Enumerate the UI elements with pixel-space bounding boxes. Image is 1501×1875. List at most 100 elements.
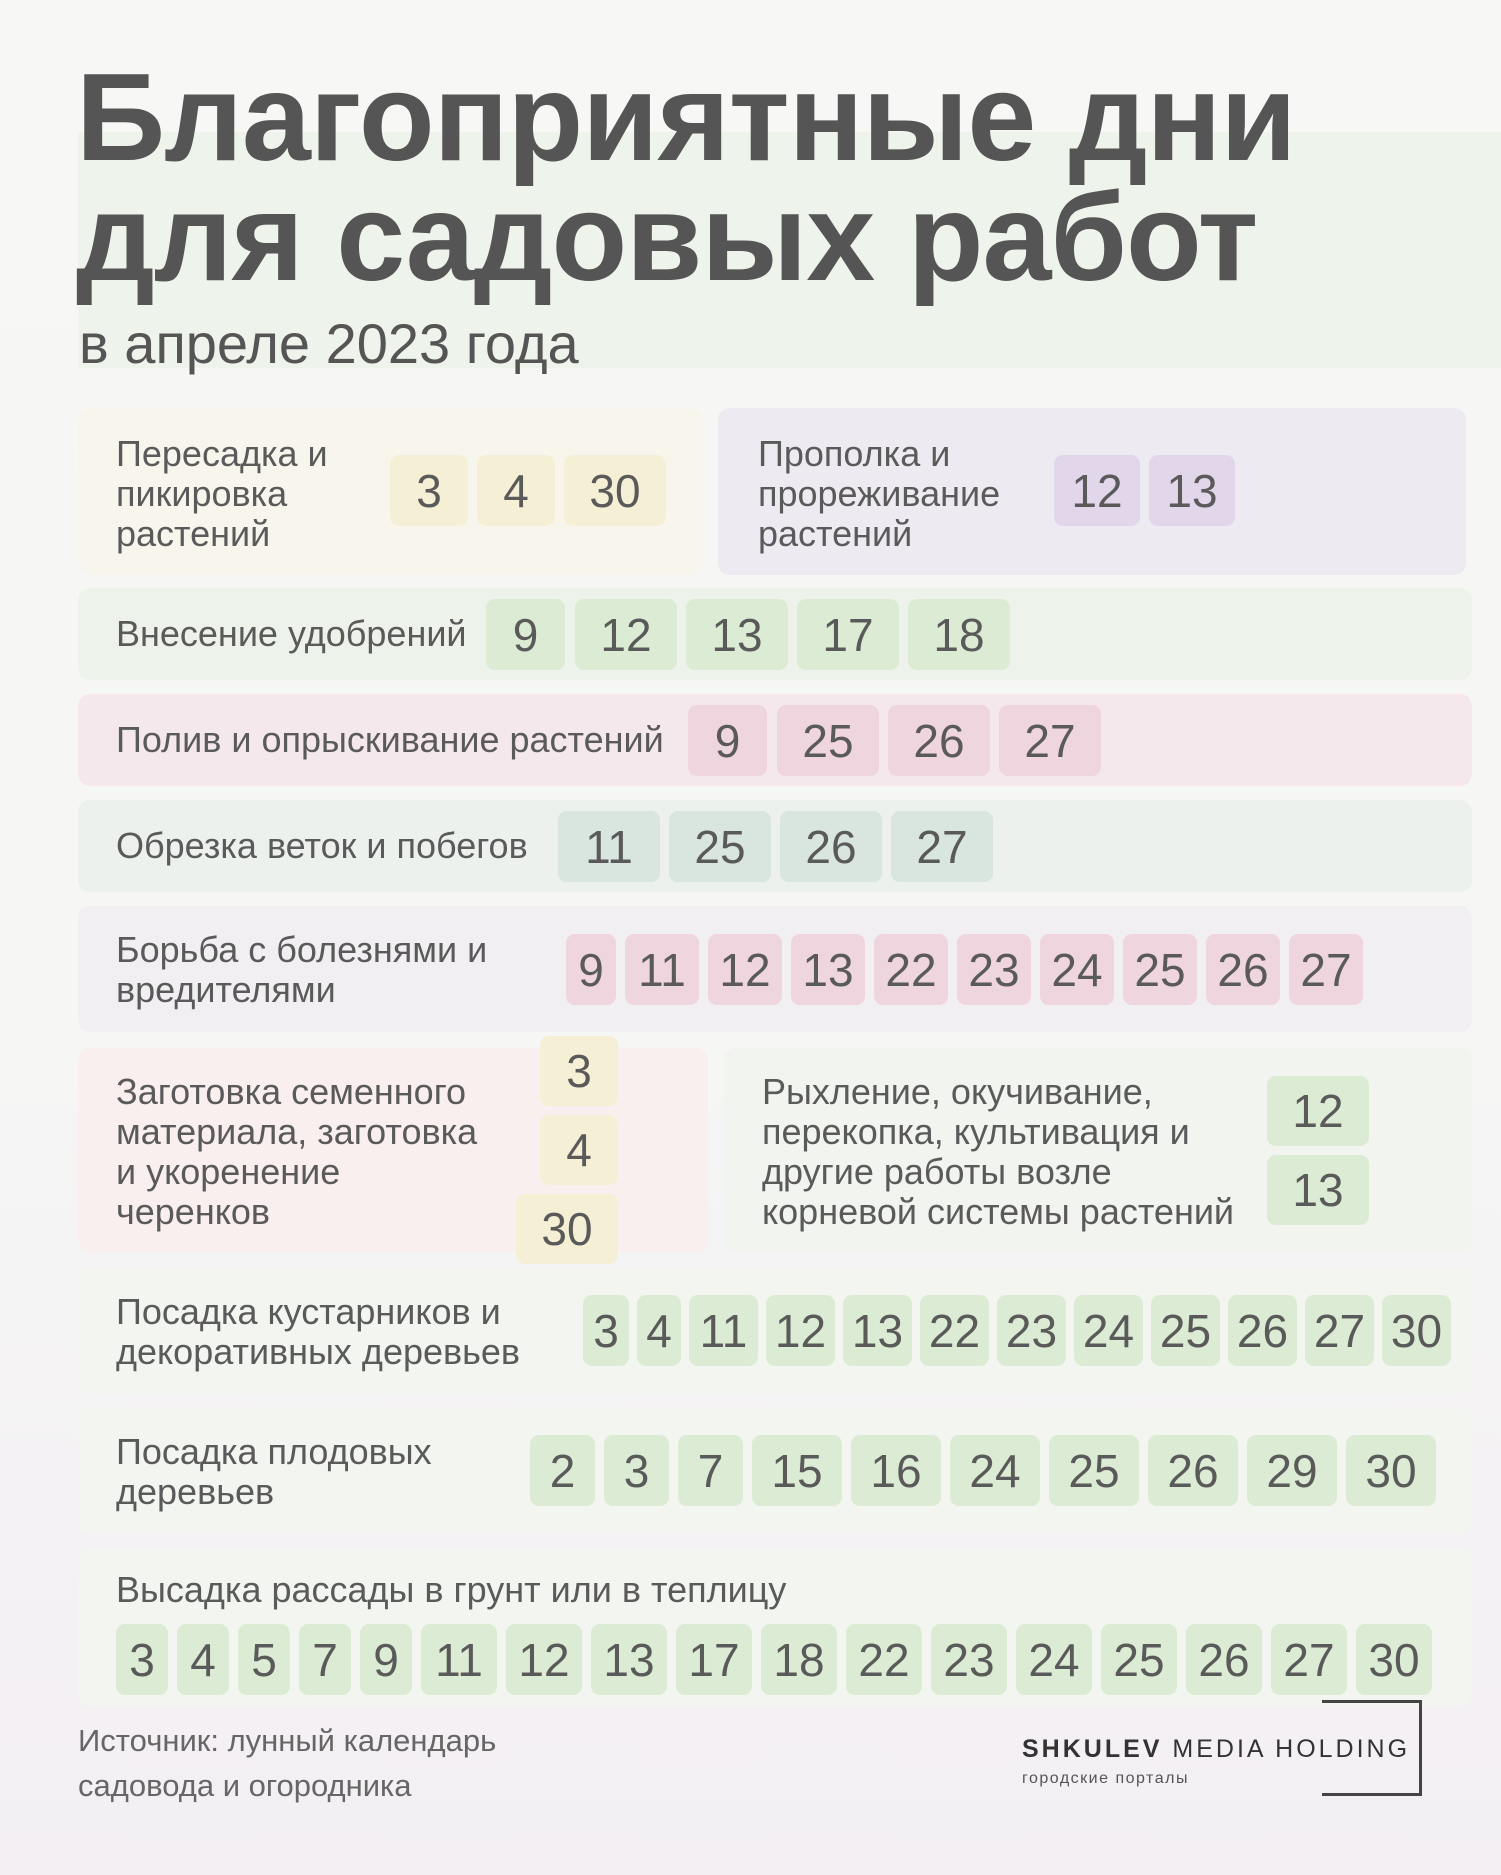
day-chip: 3 bbox=[390, 455, 468, 526]
card-weeding: Прополка и прореживание растений 12 13 bbox=[718, 408, 1466, 575]
card-pest-control: Борьба с болезнями и вредителями 9 11 12… bbox=[78, 906, 1472, 1032]
publisher-logo: SHKULEV MEDIA HOLDING городские порталы bbox=[1022, 1735, 1410, 1788]
card-label: Обрезка веток и побегов bbox=[116, 825, 528, 866]
day-list: 3 4 5 7 9 11 12 13 17 18 22 23 24 25 26 … bbox=[116, 1624, 1432, 1695]
day-chip: 7 bbox=[678, 1435, 743, 1506]
card-label: Прополка и прореживание растений bbox=[758, 433, 1001, 554]
day-chip: 24 bbox=[950, 1435, 1040, 1506]
day-chip: 3 bbox=[540, 1036, 618, 1106]
day-chip: 17 bbox=[797, 599, 899, 670]
day-chip: 23 bbox=[931, 1624, 1007, 1695]
day-chip: 29 bbox=[1247, 1435, 1337, 1506]
day-list: 9 25 26 27 bbox=[688, 705, 1101, 776]
day-chip: 13 bbox=[843, 1295, 912, 1366]
day-chip: 27 bbox=[1289, 934, 1363, 1005]
card-label: Пересадка и пикировка растений bbox=[116, 433, 328, 554]
page-subtitle: в апреле 2023 года bbox=[79, 312, 579, 375]
logo-bold: SHKULEV bbox=[1022, 1735, 1163, 1763]
day-chip: 13 bbox=[591, 1624, 667, 1695]
day-chip: 23 bbox=[957, 934, 1031, 1005]
day-chip: 4 bbox=[177, 1624, 229, 1695]
day-chip: 30 bbox=[564, 455, 666, 526]
card-watering: Полив и опрыскивание растений 9 25 26 27 bbox=[78, 694, 1472, 786]
day-chip: 24 bbox=[1040, 934, 1114, 1005]
day-chip: 25 bbox=[1049, 1435, 1139, 1506]
day-column-seed-material: 3 4 30 bbox=[516, 1036, 618, 1264]
day-chip: 11 bbox=[421, 1624, 497, 1695]
day-list: 9 11 12 13 22 23 24 25 26 27 bbox=[566, 934, 1363, 1005]
day-chip: 13 bbox=[1267, 1155, 1369, 1225]
day-chip: 18 bbox=[761, 1624, 837, 1695]
day-chip: 25 bbox=[669, 811, 771, 882]
day-chip: 30 bbox=[1356, 1624, 1432, 1695]
day-chip: 30 bbox=[1382, 1295, 1451, 1366]
day-chip: 25 bbox=[777, 705, 879, 776]
day-chip: 27 bbox=[1271, 1624, 1347, 1695]
day-chip: 5 bbox=[238, 1624, 290, 1695]
day-chip: 17 bbox=[676, 1624, 752, 1695]
day-chip: 3 bbox=[604, 1435, 669, 1506]
day-chip: 25 bbox=[1123, 934, 1197, 1005]
day-chip: 25 bbox=[1101, 1624, 1177, 1695]
card-label: Внесение удобрений bbox=[116, 613, 467, 654]
day-chip: 26 bbox=[780, 811, 882, 882]
day-list: 3 4 30 bbox=[390, 455, 666, 526]
day-list: 3 4 11 12 13 22 23 24 25 26 27 30 bbox=[583, 1295, 1451, 1366]
card-label: Посадка кустарников и декоративных дерев… bbox=[116, 1291, 521, 1372]
day-chip: 27 bbox=[1305, 1295, 1374, 1366]
card-label: Посадка плодовых деревьев bbox=[116, 1431, 432, 1512]
day-chip: 26 bbox=[1206, 934, 1280, 1005]
day-chip: 11 bbox=[625, 934, 699, 1005]
day-chip: 24 bbox=[1074, 1295, 1143, 1366]
day-chip: 30 bbox=[1346, 1435, 1436, 1506]
day-chip: 7 bbox=[299, 1624, 351, 1695]
day-chip: 27 bbox=[999, 705, 1101, 776]
day-chip: 23 bbox=[997, 1295, 1066, 1366]
day-chip: 2 bbox=[530, 1435, 595, 1506]
card-label: Борьба с болезнями и вредителями bbox=[116, 929, 488, 1010]
card-seedlings: Высадка рассады в грунт или в теплицу 3 … bbox=[78, 1548, 1472, 1706]
day-chip: 13 bbox=[1149, 455, 1235, 526]
day-chip: 30 bbox=[516, 1194, 618, 1264]
card-pruning: Обрезка веток и побегов 11 25 26 27 bbox=[78, 800, 1472, 892]
day-chip: 12 bbox=[766, 1295, 835, 1366]
day-chip: 3 bbox=[116, 1624, 168, 1695]
day-chip: 26 bbox=[888, 705, 990, 776]
day-chip: 13 bbox=[686, 599, 788, 670]
title-line-2: для садовых работ bbox=[76, 169, 1258, 307]
day-list: 12 13 bbox=[1267, 1076, 1369, 1226]
logo-wordmark: SHKULEV MEDIA HOLDING bbox=[1022, 1735, 1410, 1764]
day-chip: 12 bbox=[506, 1624, 582, 1695]
day-list: 9 12 13 17 18 bbox=[486, 599, 1010, 670]
card-fruit-trees: Посадка плодовых деревьев 2 3 7 15 16 24… bbox=[78, 1408, 1472, 1534]
day-chip: 25 bbox=[1151, 1295, 1220, 1366]
card-label: Заготовка семенного материала, заготовка… bbox=[116, 1071, 478, 1232]
card-transplanting: Пересадка и пикировка растений 3 4 30 bbox=[78, 408, 704, 575]
day-list: 11 25 26 27 bbox=[558, 811, 993, 882]
day-chip: 26 bbox=[1186, 1624, 1262, 1695]
card-label: Высадка рассады в грунт или в теплицу bbox=[116, 1569, 787, 1610]
day-list: 12 13 bbox=[1054, 455, 1235, 526]
day-chip: 26 bbox=[1228, 1295, 1297, 1366]
day-chip: 26 bbox=[1148, 1435, 1238, 1506]
title-band bbox=[78, 132, 1501, 368]
day-chip: 27 bbox=[891, 811, 993, 882]
card-label: Рыхление, окучивание, перекопка, культив… bbox=[762, 1071, 1235, 1232]
day-chip: 3 bbox=[583, 1295, 629, 1366]
day-chip: 11 bbox=[689, 1295, 758, 1366]
card-shrubs: Посадка кустарников и декоративных дерев… bbox=[78, 1268, 1472, 1394]
day-chip: 12 bbox=[708, 934, 782, 1005]
day-chip: 9 bbox=[486, 599, 565, 670]
day-chip: 4 bbox=[477, 455, 555, 526]
day-chip: 4 bbox=[540, 1115, 618, 1185]
day-chip: 22 bbox=[846, 1624, 922, 1695]
logo-rest: MEDIA HOLDING bbox=[1162, 1735, 1411, 1763]
day-chip: 11 bbox=[558, 811, 660, 882]
day-list: 2 3 7 15 16 24 25 26 29 30 bbox=[530, 1435, 1436, 1506]
day-chip: 9 bbox=[360, 1624, 412, 1695]
day-chip: 16 bbox=[851, 1435, 941, 1506]
day-chip: 13 bbox=[791, 934, 865, 1005]
card-fertilizing: Внесение удобрений 9 12 13 17 18 bbox=[78, 588, 1472, 680]
day-chip: 15 bbox=[752, 1435, 842, 1506]
